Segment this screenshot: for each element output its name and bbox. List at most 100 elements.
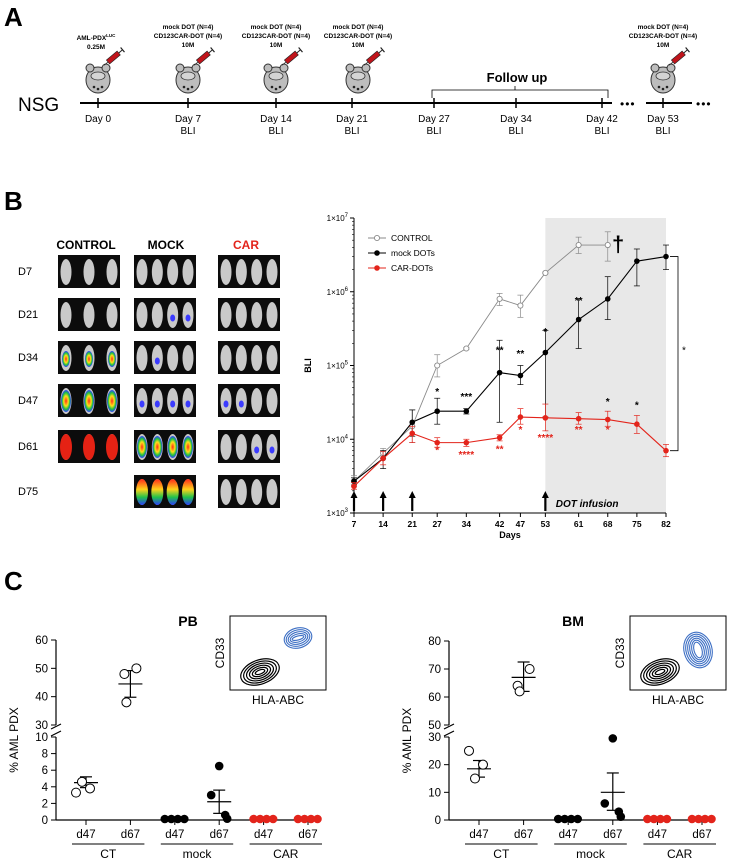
flow-contour-black [248, 664, 272, 680]
injection-label: mock DOT (N=4) [251, 24, 302, 31]
y-tick-base: 1×10 [327, 362, 346, 371]
y-tick-label: 1×106 [327, 287, 349, 297]
data-point [517, 372, 524, 379]
flow-inset-frame [229, 615, 327, 691]
y-tick-label: 70 [428, 664, 441, 676]
syringe-plunger [296, 49, 301, 54]
flow-contour-blue [683, 631, 713, 669]
data-point [496, 369, 503, 376]
mouse-paw [360, 85, 364, 89]
imaging-col-control: CONTROL [56, 238, 115, 252]
imaging-row-label: D21 [18, 309, 38, 321]
bli-signal [154, 357, 160, 365]
mouse-ear [361, 63, 371, 73]
bli-signal [83, 434, 95, 460]
data-point [409, 430, 416, 437]
data-point [206, 790, 216, 800]
bli-mouse [83, 302, 95, 328]
bli-mouse [106, 302, 118, 328]
syringe-needle [668, 61, 674, 66]
syringe-plunger-head [298, 47, 303, 53]
imaging-row-label: D7 [18, 266, 32, 278]
significance-marker: ** [496, 346, 504, 357]
mouse-snout [655, 71, 671, 81]
bli-mouse [266, 388, 278, 414]
data-point [268, 814, 278, 824]
significance-marker: *** [460, 392, 472, 403]
bli-image [218, 430, 280, 463]
bli-signal [108, 351, 116, 367]
mouse-ear [345, 63, 355, 73]
bli-signal [170, 400, 176, 408]
syringe-icon [281, 47, 303, 66]
bli-signal [85, 351, 93, 367]
death-dagger: † [612, 232, 624, 257]
mouse-paw [190, 85, 194, 89]
mouse-paw [356, 87, 360, 91]
y-tick-label: 1×104 [327, 434, 349, 444]
y-tick-label: 8 [42, 749, 48, 761]
x-tick-label: d47 [559, 829, 578, 841]
bli-mouse [167, 345, 179, 371]
bli-image [218, 298, 280, 331]
data-point [687, 814, 697, 824]
bli-mouse [220, 259, 232, 285]
data-point [575, 241, 582, 249]
bli-mouse [151, 259, 163, 285]
data-point [608, 734, 618, 743]
data-point [566, 814, 576, 824]
bli-signal [62, 351, 70, 367]
bli-image [58, 341, 120, 374]
data-point [464, 745, 474, 756]
bli-mouse [106, 259, 118, 285]
mouse-ear [191, 63, 201, 73]
mouse-ear [650, 63, 660, 73]
timeline-day-label: Day 27 [418, 114, 450, 125]
axis-break-mark [443, 730, 455, 737]
bli-imaging-grid: CONTROL MOCK CAR D7 D21 D34 D47 D61 D75 [18, 238, 280, 508]
bli-signal [254, 446, 260, 454]
syringe-icon [668, 47, 690, 66]
data-point [409, 419, 416, 426]
bli-signal [60, 434, 72, 460]
y-tick-label: 0 [42, 815, 48, 827]
y-tick-exponent: 6 [345, 287, 349, 293]
syringe-plunger [208, 49, 213, 54]
significance-marker: * [518, 425, 522, 436]
flow-contour-black [245, 662, 275, 682]
axis-break-mark [443, 723, 455, 730]
bli-signal [166, 479, 179, 505]
injection-label: AML-PDXLUC [77, 33, 117, 42]
y-tick-label: 4 [42, 782, 49, 794]
group-label: mock [576, 847, 606, 861]
bli-mouse [220, 302, 232, 328]
data-point [214, 761, 224, 771]
bli-signal [151, 479, 164, 505]
injection-label: CD123CAR-DOT (N=4) [629, 33, 697, 40]
y-tick-label: 1×103 [327, 508, 349, 518]
x-tick-label: d67 [298, 829, 317, 841]
axis-break-mark [50, 730, 62, 737]
injection-label: 10M [352, 42, 365, 49]
imaging-row-label: D75 [18, 486, 38, 498]
mouse-ear [175, 63, 185, 73]
flow-contour-black [251, 666, 269, 678]
y-tick-label: 50 [428, 720, 441, 732]
data-point [121, 697, 132, 708]
x-tick-label: 82 [661, 519, 671, 529]
bli-mouse [235, 302, 247, 328]
bli-signal [183, 436, 193, 458]
mouse-injection-icon: mock DOT (N=4) CD123CAR-DOT (N=4) 10M [324, 24, 392, 94]
syringe-icon [193, 47, 215, 66]
mouse-ear [101, 63, 111, 73]
panel-b-letter: B [4, 186, 23, 216]
y-axis-label: BLI [303, 358, 313, 373]
timeline-day-label: Day 14 [260, 114, 292, 125]
x-tick-label: 47 [516, 519, 526, 529]
y-tick-label: 1×105 [327, 361, 349, 371]
bli-mouse [251, 479, 263, 505]
bli-mouse [182, 259, 194, 285]
group-label: mock [183, 847, 213, 861]
flow-contour-blue [291, 634, 305, 642]
inset-x-label: HLA-ABC [652, 693, 704, 707]
